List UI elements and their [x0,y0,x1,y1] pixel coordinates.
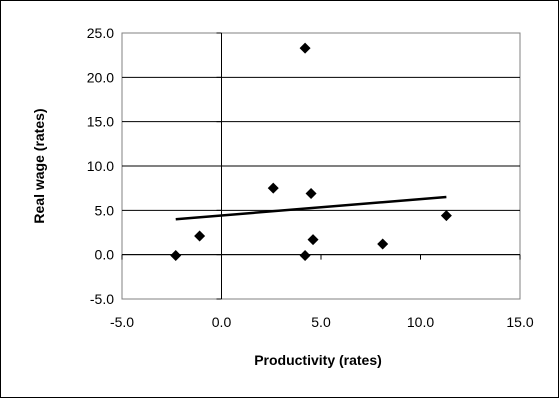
x-tick-label: 10.0 [407,314,434,330]
data-point-diamond [299,250,311,262]
trendline [175,195,447,221]
data-point-diamond [299,42,311,54]
y-tick-label: 15.0 [87,114,114,130]
x-tick-label: 15.0 [506,314,533,330]
x-tick-label: -5.0 [110,314,134,330]
data-point-diamond [267,182,279,194]
x-tick-label: 0.0 [212,314,232,330]
y-tick-label: -5.0 [90,291,114,307]
axis-layer [121,32,521,300]
y-tick-label: 20.0 [87,69,114,85]
tick-label-layer: -5.0 0.0 5.0 10.0 15.0 20.0 25.0 -5.0 0.0 5.0 10.0… [87,25,534,330]
data-point-layer [170,42,452,262]
data-point-diamond [440,210,452,222]
data-point-diamond [307,234,319,246]
data-point-diamond [194,230,206,242]
y-tick-label: 25.0 [87,25,114,41]
trendline-layer [175,195,447,221]
data-point-diamond [305,187,317,199]
data-point-diamond [170,250,182,262]
x-tick-label: 5.0 [311,314,331,330]
y-tick-label: 0.0 [95,247,115,263]
data-point-diamond [377,238,389,250]
y-tick-label: 5.0 [95,202,115,218]
x-axis-label: Productivity (rates) [254,352,382,368]
y-axis-label: Real wage (rates) [31,108,47,223]
y-tick-label: 10.0 [87,158,114,174]
